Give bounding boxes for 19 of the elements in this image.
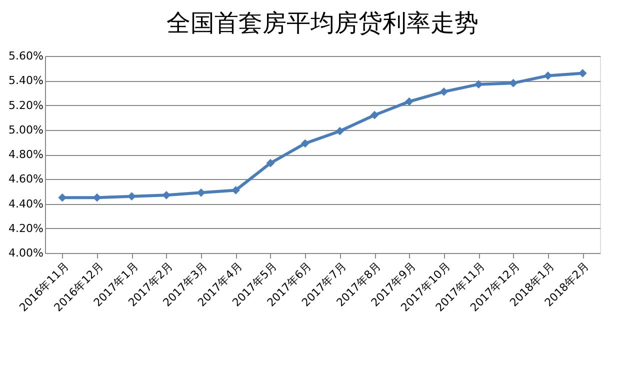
y-tick-label: 4.40% bbox=[8, 197, 44, 210]
point bbox=[300, 139, 310, 148]
point bbox=[336, 126, 344, 136]
point bbox=[405, 97, 414, 106]
chart-title: 全国首套房平均房贷利率走势 bbox=[166, 9, 478, 37]
y-tick-label: 4.20% bbox=[8, 222, 44, 235]
point bbox=[266, 158, 275, 168]
y-tick-label: 5.00% bbox=[8, 123, 44, 136]
point bbox=[128, 192, 136, 201]
y-tick-label: 4.00% bbox=[8, 246, 44, 260]
y-tick-label: 4.80% bbox=[8, 148, 44, 161]
y-tick-label: 5.60% bbox=[8, 50, 44, 62]
y-tick-label: 4.60% bbox=[8, 172, 44, 186]
y-tick-label: 5.20% bbox=[8, 98, 44, 112]
point bbox=[370, 110, 379, 120]
point bbox=[509, 78, 518, 88]
point bbox=[232, 186, 240, 194]
y-tick-label: 5.40% bbox=[8, 74, 44, 88]
point bbox=[440, 88, 448, 96]
